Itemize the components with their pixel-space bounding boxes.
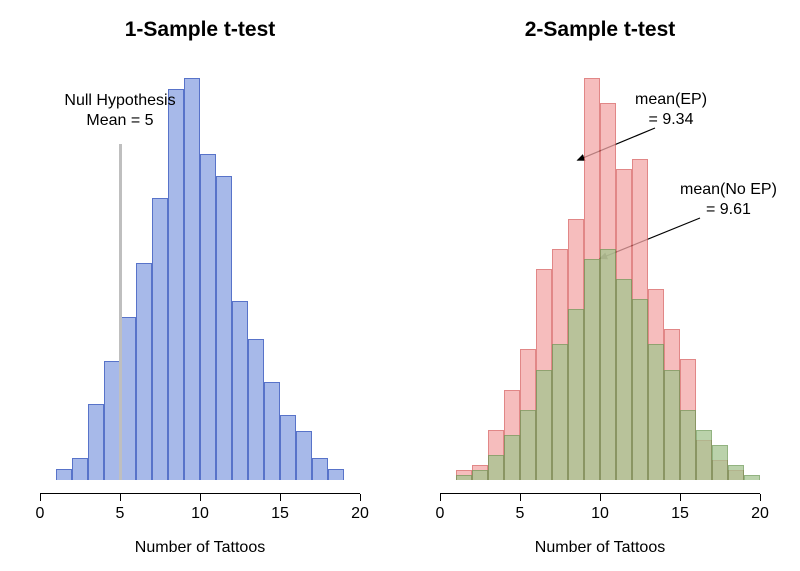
- plot-region-right: 05101520mean(EP) = 9.34mean(No EP) = 9.6…: [440, 70, 760, 480]
- xlabel-right: Number of Tattoos: [400, 539, 800, 557]
- xtick-20: [760, 494, 761, 501]
- bar-NoEP-11: [616, 279, 632, 480]
- bar-NoEP-10: [600, 249, 616, 480]
- bar-NoEP-6: [536, 370, 552, 480]
- xtick-0: [40, 494, 41, 501]
- xtick-15: [680, 494, 681, 501]
- annotation-mean-noep: mean(No EP) = 9.61: [680, 180, 777, 220]
- plot-region-left: 05101520Null Hypothesis Mean = 5: [40, 70, 360, 480]
- xtick-10: [600, 494, 601, 501]
- bar-NoEP-8: [568, 309, 584, 480]
- xtick-label-20: 20: [751, 505, 769, 523]
- bar-sample-6: [136, 263, 152, 480]
- bar-sample-9: [184, 78, 200, 480]
- panel-2sample: 2-Sample t-test 05101520mean(EP) = 9.34m…: [400, 0, 800, 571]
- xtick-label-0: 0: [436, 505, 445, 523]
- panel-1sample: 1-Sample t-test 05101520Null Hypothesis …: [0, 0, 400, 571]
- bar-sample-5: [120, 317, 136, 480]
- xtick-label-5: 5: [516, 505, 525, 523]
- figure: 1-Sample t-test 05101520Null Hypothesis …: [0, 0, 800, 571]
- xtick-10: [200, 494, 201, 501]
- xtick-0: [440, 494, 441, 501]
- bar-NoEP-9: [584, 259, 600, 480]
- xtick-label-15: 15: [271, 505, 289, 523]
- bar-NoEP-16: [696, 430, 712, 480]
- bar-sample-13: [248, 339, 264, 480]
- bar-sample-16: [296, 431, 312, 480]
- bar-sample-15: [280, 415, 296, 480]
- bar-sample-8: [168, 89, 184, 480]
- bar-NoEP-15: [680, 410, 696, 480]
- bar-NoEP-17: [712, 445, 728, 480]
- bar-sample-7: [152, 198, 168, 480]
- bar-sample-12: [232, 301, 248, 480]
- xtick-label-10: 10: [191, 505, 209, 523]
- xtick-label-15: 15: [671, 505, 689, 523]
- xtick-5: [120, 494, 121, 501]
- bar-NoEP-3: [488, 455, 504, 480]
- bar-NoEP-5: [520, 410, 536, 480]
- bar-NoEP-12: [632, 299, 648, 480]
- xtick-15: [280, 494, 281, 501]
- bar-sample-18: [328, 469, 344, 480]
- bar-NoEP-2: [472, 470, 488, 480]
- bar-sample-17: [312, 458, 328, 480]
- bar-NoEP-19: [744, 475, 760, 480]
- bar-NoEP-14: [664, 370, 680, 480]
- xtick-5: [520, 494, 521, 501]
- bar-sample-1: [56, 469, 72, 480]
- bar-sample-3: [88, 404, 104, 480]
- annotation-null-hyp: Null Hypothesis Mean = 5: [64, 91, 175, 131]
- bar-NoEP-1: [456, 475, 472, 480]
- bar-NoEP-13: [648, 344, 664, 480]
- xtick-label-10: 10: [591, 505, 609, 523]
- bar-NoEP-7: [552, 344, 568, 480]
- bar-sample-2: [72, 458, 88, 480]
- xtick-label-20: 20: [351, 505, 369, 523]
- xtick-label-5: 5: [116, 505, 125, 523]
- xtick-20: [360, 494, 361, 501]
- bar-sample-10: [200, 154, 216, 480]
- bar-sample-14: [264, 382, 280, 480]
- bar-NoEP-4: [504, 435, 520, 480]
- title-left: 1-Sample t-test: [0, 18, 400, 42]
- title-right: 2-Sample t-test: [400, 18, 800, 42]
- null-hypothesis-line: [119, 144, 122, 480]
- xlabel-left: Number of Tattoos: [0, 539, 400, 557]
- bar-NoEP-18: [728, 465, 744, 480]
- xtick-label-0: 0: [36, 505, 45, 523]
- annotation-mean-ep: mean(EP) = 9.34: [635, 90, 707, 130]
- bar-sample-11: [216, 176, 232, 480]
